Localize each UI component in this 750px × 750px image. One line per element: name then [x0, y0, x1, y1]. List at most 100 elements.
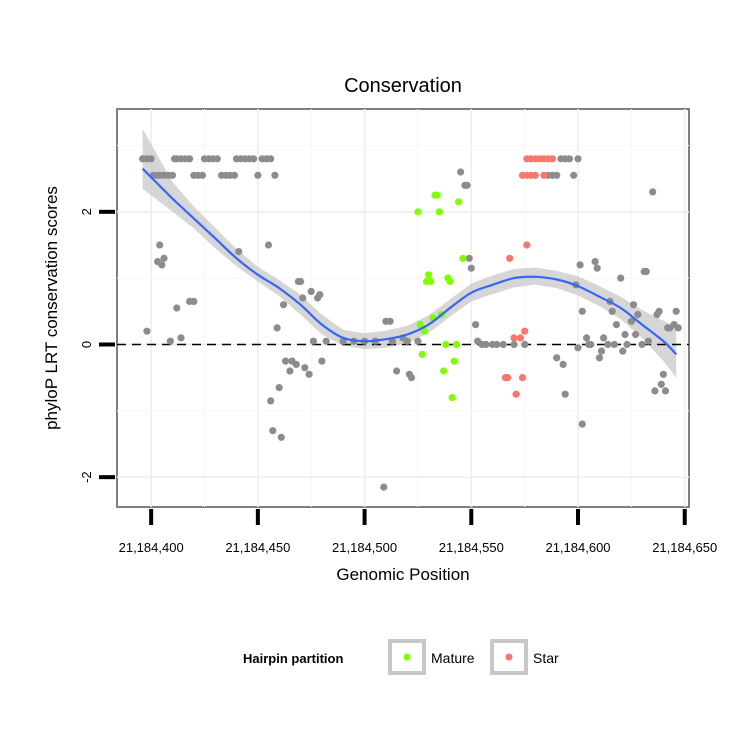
point-star — [531, 171, 539, 179]
point-other — [264, 241, 273, 249]
point-other — [147, 155, 155, 163]
point-other — [472, 321, 480, 329]
point-other — [587, 340, 595, 349]
point-other — [574, 344, 582, 352]
point-other — [267, 155, 275, 163]
point-other — [309, 337, 317, 345]
point-other — [307, 287, 315, 295]
smooth-line — [141, 167, 678, 356]
point-other — [166, 337, 174, 345]
point-other — [553, 171, 561, 179]
x-tick-label: 21,184,650 — [652, 540, 717, 555]
point-other — [271, 171, 279, 179]
point-other — [659, 370, 668, 378]
point-other — [267, 397, 275, 405]
legend-label-star: Star — [533, 650, 559, 666]
point-other — [250, 155, 258, 163]
point-other — [629, 301, 638, 309]
point-other — [386, 317, 394, 325]
point-other — [510, 340, 518, 349]
point-other — [561, 390, 569, 398]
point-other — [282, 357, 290, 365]
point-star — [512, 390, 520, 398]
point-other — [254, 171, 262, 179]
legend-title: Hairpin partition — [243, 651, 343, 666]
point-other — [297, 277, 305, 286]
point-other — [565, 155, 574, 163]
point-other — [553, 354, 561, 362]
point-mature — [448, 394, 456, 402]
point-other — [277, 433, 285, 441]
point-mature — [416, 321, 424, 329]
y-axis-title: phyloP LRT conservation scores — [42, 186, 61, 430]
point-other — [318, 357, 326, 365]
y-tick-label: 2 — [79, 208, 94, 215]
confidence-band — [142, 128, 677, 378]
plot-panel — [116, 108, 690, 508]
point-other — [414, 337, 422, 345]
point-mature — [446, 277, 454, 286]
point-other — [617, 274, 625, 282]
point-other — [160, 254, 168, 262]
point-other — [316, 291, 324, 299]
point-other — [608, 307, 616, 315]
point-other — [322, 337, 330, 345]
point-other — [407, 374, 416, 382]
point-other — [600, 334, 608, 342]
point-other — [642, 267, 650, 276]
smooth-line-layer — [141, 167, 678, 356]
point-other — [597, 347, 606, 355]
point-other — [578, 307, 586, 315]
point-mature — [418, 350, 426, 358]
x-tick-label: 21,184,400 — [119, 540, 184, 555]
point-other — [612, 321, 621, 329]
point-other — [158, 261, 166, 269]
x-tick-label: 21,184,600 — [545, 540, 610, 555]
point-star — [523, 241, 531, 249]
y-tick-label: 0 — [79, 341, 94, 348]
point-other — [301, 364, 309, 372]
legend-label-mature: Mature — [431, 650, 475, 666]
point-mature — [435, 208, 443, 216]
point-mature — [427, 277, 435, 286]
point-other — [465, 254, 473, 262]
point-other — [583, 334, 591, 342]
chart-title: Conservation — [344, 75, 462, 97]
point-other — [143, 327, 151, 335]
point-other — [649, 188, 657, 196]
point-other — [177, 334, 185, 342]
point-other — [619, 347, 627, 355]
y-tick-label: -2 — [79, 471, 94, 483]
point-other — [279, 301, 288, 309]
point-other — [190, 297, 198, 305]
point-other — [634, 311, 642, 319]
point-other — [198, 171, 206, 179]
point-other — [499, 340, 507, 349]
point-other — [593, 264, 601, 272]
legend: Hairpin partition Mature Star — [243, 639, 559, 675]
point-other — [638, 340, 646, 349]
point-other — [570, 171, 578, 179]
x-axis-title: Genomic Position — [336, 565, 469, 584]
point-other — [269, 427, 277, 435]
point-other — [655, 307, 663, 315]
point-other — [604, 340, 612, 349]
confidence-band-layer — [142, 128, 677, 378]
point-other — [574, 155, 582, 163]
point-other — [482, 340, 490, 349]
point-mature — [414, 208, 422, 216]
point-mature — [454, 198, 463, 206]
point-other — [173, 304, 181, 312]
point-other — [672, 307, 680, 315]
point-mature — [450, 357, 458, 365]
legend-dot-mature — [403, 653, 411, 661]
point-other — [186, 155, 194, 163]
point-other — [576, 261, 584, 269]
x-tick-label: 21,184,450 — [225, 540, 290, 555]
point-other — [463, 181, 471, 189]
point-other — [403, 337, 411, 345]
point-other — [651, 387, 659, 395]
point-star — [518, 374, 527, 382]
point-mature — [433, 191, 441, 199]
